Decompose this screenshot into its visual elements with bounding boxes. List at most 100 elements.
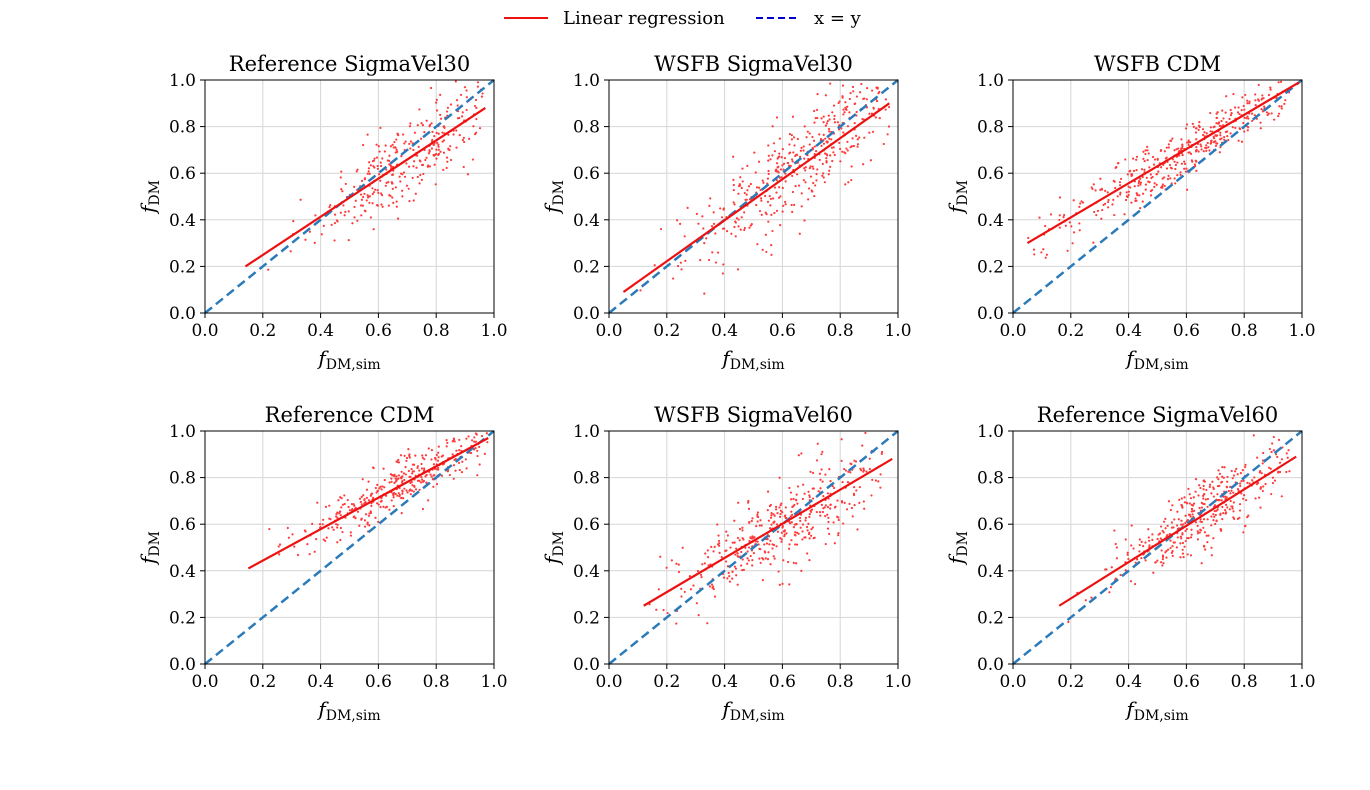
scatter-point (726, 565, 729, 568)
scatter-point (1277, 114, 1280, 118)
scatter-point (1181, 548, 1184, 551)
scatter-point (1171, 554, 1174, 557)
scatter-point (1271, 476, 1275, 479)
scatter-point (374, 188, 377, 191)
scatter-point (467, 435, 470, 438)
scatter-point (1080, 200, 1083, 203)
scatter-point (1176, 524, 1179, 527)
scatter-point (1272, 449, 1275, 452)
scatter-point (1067, 620, 1070, 624)
scatter-point (836, 121, 840, 124)
scatter-point (452, 464, 456, 467)
scatter-point (384, 494, 388, 497)
scatter-point (768, 527, 772, 530)
scatter-point (1227, 138, 1230, 142)
y-tick-label: 0.2 (573, 257, 600, 277)
scatter-point (1181, 154, 1184, 157)
scatter-point (675, 622, 678, 625)
legend-regression-label: Linear regression (563, 8, 725, 29)
scatter-point (409, 488, 412, 491)
scatter-point (795, 493, 798, 496)
scatter-point (1189, 536, 1193, 539)
scatter-point (330, 223, 333, 226)
scatter-point (435, 109, 439, 112)
scatter-point (833, 486, 836, 490)
scatter-point (879, 473, 882, 476)
scatter-point (1194, 490, 1197, 493)
scatter-point (476, 449, 479, 452)
scatter-point (437, 456, 440, 459)
scatter-point (1221, 475, 1224, 478)
scatter-point (1242, 104, 1245, 108)
scatter-point (1187, 139, 1190, 142)
scatter-point (846, 149, 849, 152)
scatter-point (1190, 510, 1193, 513)
scatter-point (1170, 521, 1174, 524)
scatter-point (781, 186, 784, 190)
scatter-point (403, 487, 406, 490)
scatter-point (1238, 503, 1242, 506)
scatter-point (436, 468, 439, 471)
scatter-point (461, 460, 464, 463)
x-tick-label: 0.0 (595, 321, 622, 341)
y-tick-label: 1.0 (169, 422, 196, 442)
scatter-point (369, 511, 373, 515)
scatter-point (769, 516, 773, 519)
scatter-point (865, 470, 868, 473)
scatter-point (346, 498, 349, 502)
scatter-point (834, 505, 837, 508)
scatter-point (747, 559, 750, 562)
scatter-point (804, 169, 807, 172)
scatter-point (441, 454, 445, 457)
scatter-point (1198, 121, 1201, 124)
panel-5: 0.0 0.2 0.4 0.6 0.8 1.00.00.20.40.60.81.0WSFB… (540, 403, 912, 724)
scatter-point (365, 488, 369, 491)
scatter-point (455, 449, 458, 452)
scatter-point (840, 459, 843, 462)
scatter-point (832, 151, 835, 154)
scatter-point (1195, 127, 1198, 130)
scatter-point (395, 200, 398, 203)
scatter-point (407, 187, 410, 190)
scatter-point (1180, 519, 1183, 522)
scatter-point (1127, 557, 1130, 561)
scatter-point (1216, 493, 1219, 496)
scatter-point (1171, 504, 1174, 507)
scatter-point (430, 122, 433, 125)
scatter-point (1230, 112, 1233, 115)
y-tick-label: 0.6 (573, 515, 600, 535)
scatter-point (1240, 480, 1243, 483)
scatter-point (395, 148, 398, 151)
scatter-point (828, 118, 831, 121)
scatter-point (267, 268, 270, 271)
scatter-point (455, 146, 458, 149)
scatter-point (424, 454, 428, 457)
scatter-point (800, 452, 803, 455)
scatter-point (697, 614, 700, 617)
scatter-point (460, 445, 463, 448)
scatter-point (1222, 117, 1225, 120)
scatter-point (836, 499, 839, 502)
scatter-point (708, 204, 711, 207)
scatter-point (478, 445, 481, 448)
scatter-point (353, 515, 356, 518)
scatter-point (746, 189, 749, 192)
scatter-point (840, 438, 843, 441)
scatter-point (874, 479, 878, 482)
scatter-point (475, 117, 478, 121)
scatter-point (413, 131, 417, 134)
scatter-point (1115, 546, 1118, 549)
scatter-point (371, 192, 374, 196)
scatter-point (751, 558, 754, 562)
scatter-point (794, 185, 797, 188)
scatter-point (1139, 207, 1142, 210)
scatter-point (393, 473, 396, 476)
regression-line (1058, 455, 1297, 607)
scatter-point (1137, 184, 1140, 187)
scatter-point (1161, 183, 1164, 186)
scatter-point (788, 583, 791, 586)
scatter-point (784, 517, 787, 520)
scatter-point (1194, 521, 1198, 524)
scatter-point (722, 208, 725, 211)
scatter-point (389, 473, 393, 476)
